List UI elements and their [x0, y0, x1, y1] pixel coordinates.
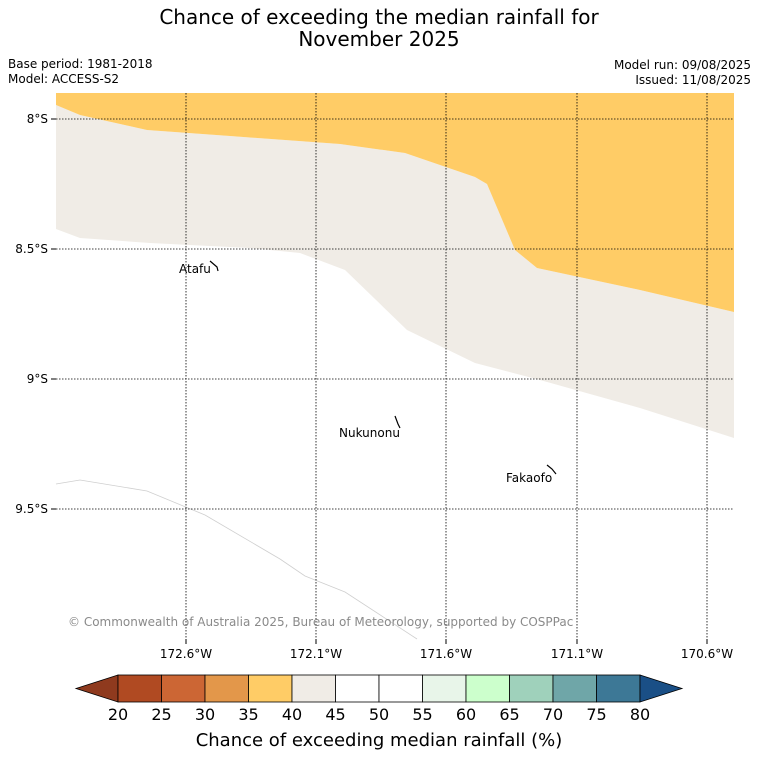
lon-label-171-6: 171.6°W: [420, 647, 472, 661]
region-35-40: [56, 93, 734, 312]
colorbar-extend-low: [74, 674, 119, 703]
colorbar-tick-label: 70: [543, 705, 563, 724]
colorbar: [74, 674, 684, 703]
colorbar-tick-labels: 20 25 30 35 40 45 50 55 60 65 70 75 80: [108, 705, 650, 724]
colorbar-bin: [378, 674, 423, 703]
colorbar-bin: [248, 674, 293, 703]
nukunonu-atoll: [394, 415, 401, 429]
base-period: Base period: 1981-2018: [8, 57, 153, 71]
colorbar-tick-label: 35: [238, 705, 258, 724]
colorbar-bin: [204, 674, 249, 703]
lon-label-171-1: 171.1°W: [551, 647, 603, 661]
place-label-nukunonu: Nukunonu: [339, 426, 400, 440]
colorbar-tick-label: 60: [456, 705, 476, 724]
lat-label-8-5: 8.5°S: [15, 242, 48, 256]
colorbar-tick-label: 40: [282, 705, 302, 724]
lat-label-9: 9°S: [27, 372, 48, 386]
model-name: Model: ACCESS-S2: [8, 72, 120, 86]
colorbar-bin: [117, 674, 162, 703]
lat-label-8: 8°S: [27, 112, 48, 126]
colorbar-tick-label: 20: [108, 705, 128, 724]
colorbar-bin: [161, 674, 206, 703]
colorbar-extend-high: [639, 674, 684, 703]
region-40-45: [56, 105, 734, 438]
place-label-atafu: Atafu: [179, 262, 211, 276]
gridlines: [56, 93, 734, 639]
meta-right: Model run: 09/08/2025 Issued: 11/08/2025: [614, 58, 751, 88]
colorbar-tick-label: 45: [325, 705, 345, 724]
colorbar-label: Chance of exceeding median rainfall (%): [195, 730, 563, 751]
place-label-fakaofo: Fakaofo: [506, 471, 552, 485]
colorbar-tick-label: 25: [151, 705, 171, 724]
colorbar-tick-label: 75: [586, 705, 606, 724]
colorbar-tick-label: 50: [369, 705, 389, 724]
issued-date: Issued: 11/08/2025: [635, 73, 751, 87]
meta-left: Base period: 1981-2018 Model: ACCESS-S2: [8, 57, 153, 87]
atolls: [209, 260, 557, 475]
colorbar-tick-label: 80: [630, 705, 650, 724]
colorbar-bin: [465, 674, 510, 703]
fakaofo-atoll: [546, 464, 557, 475]
copyright-notice: © Commonwealth of Australia 2025, Bureau…: [68, 615, 573, 629]
model-run: Model run: 09/08/2025: [613, 58, 751, 72]
colorbar-bin: [291, 674, 336, 703]
lat-label-9-5: 9.5°S: [15, 502, 48, 516]
colorbar-bin: [552, 674, 597, 703]
lon-label-172-1: 172.1°W: [290, 647, 342, 661]
contour-line: [55, 479, 418, 640]
lon-label-170-6: 170.6°W: [681, 647, 733, 661]
colorbar-tick-label: 30: [195, 705, 215, 724]
colorbar-tick-label: 55: [412, 705, 432, 724]
lon-label-172-6: 172.6°W: [160, 647, 212, 661]
colorbar-bin: [422, 674, 467, 703]
map-panel: [51, 93, 734, 644]
axis-ticks: [51, 118, 708, 644]
atafu-atoll: [209, 260, 219, 272]
colorbar-tick-label: 65: [499, 705, 519, 724]
colorbar-bin: [596, 674, 641, 703]
title-line-1: Chance of exceeding the median rainfall …: [159, 5, 599, 29]
colorbar-bin: [509, 674, 554, 703]
title-line-2: November 2025: [298, 27, 460, 51]
colorbar-bin: [335, 674, 380, 703]
map-title: Chance of exceeding the median rainfall …: [0, 6, 758, 50]
